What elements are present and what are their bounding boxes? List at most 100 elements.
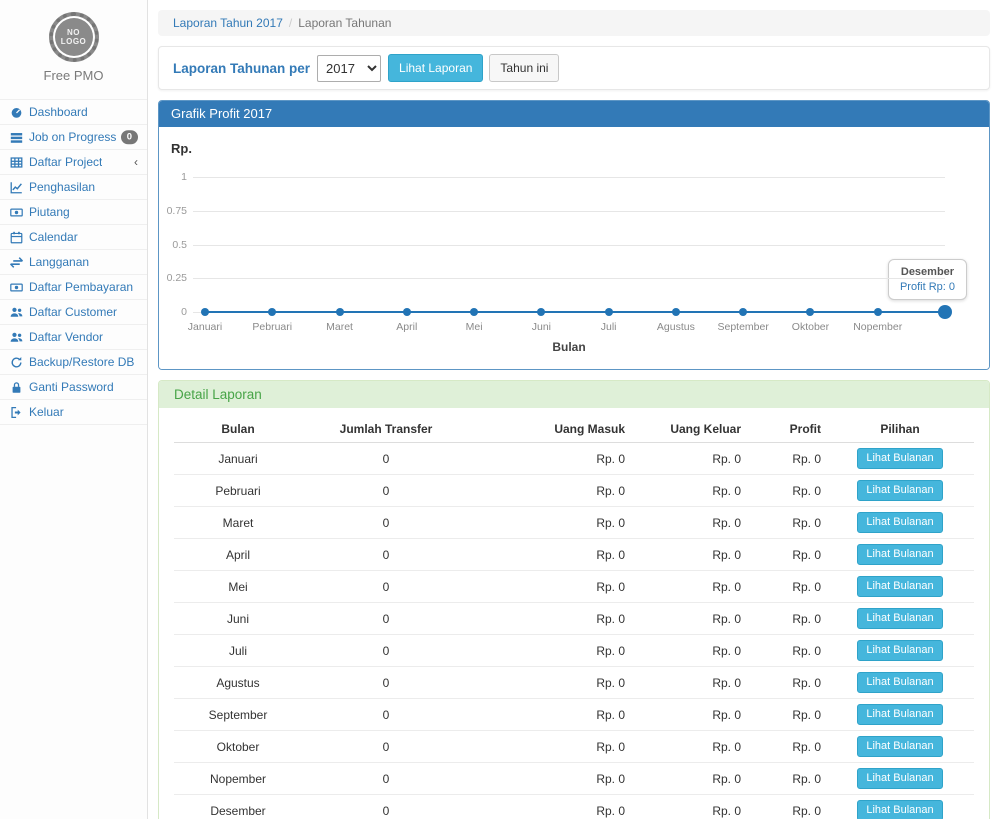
cell-masuk: Rp. 0 xyxy=(470,730,630,763)
filter-label: Laporan Tahunan per xyxy=(173,60,311,76)
brand-name: Free PMO xyxy=(43,68,104,83)
sidebar-item-label: Calendar xyxy=(29,230,78,244)
column-header-pilihan: Pilihan xyxy=(826,416,974,443)
cell-profit: Rp. 0 xyxy=(746,794,826,819)
chart-x-tick-label: Nopember xyxy=(853,321,903,333)
calendar-icon xyxy=(9,231,24,244)
sidebar-item-piutang[interactable]: Piutang xyxy=(0,199,147,224)
chart-x-tick-label: Januari xyxy=(187,321,223,333)
chart-point-agustus[interactable] xyxy=(671,308,680,316)
cell-masuk: Rp. 0 xyxy=(470,634,630,667)
cell-profit: Rp. 0 xyxy=(746,730,826,763)
lihat-bulanan-button-maret[interactable]: Lihat Bulanan xyxy=(857,512,943,533)
cell-profit: Rp. 0 xyxy=(746,538,826,571)
cell-transfer: 0 xyxy=(382,451,390,466)
cell-transfer: 0 xyxy=(302,474,470,507)
cell-profit: Rp. 0 xyxy=(746,666,826,699)
cell-pilihan: Lihat Bulanan xyxy=(826,538,974,571)
sidebar-item-label: Ganti Password xyxy=(29,380,114,394)
table-icon xyxy=(9,156,24,169)
sidebar-item-backup-restore-db[interactable]: Backup/Restore DB xyxy=(0,349,147,374)
logo-area: NO LOGO Free PMO xyxy=(0,0,147,91)
chart-gridline xyxy=(193,244,945,246)
chart-point-oktober[interactable] xyxy=(806,308,815,316)
cell-keluar: Rp. 0 xyxy=(630,634,746,667)
cell-profit: Rp. 0 xyxy=(746,762,826,795)
lihat-bulanan-button-agustus[interactable]: Lihat Bulanan xyxy=(857,672,943,693)
cell-keluar: Rp. 0 xyxy=(630,762,746,795)
cell-bulan: September xyxy=(174,698,302,731)
chart-point-september[interactable] xyxy=(739,308,748,316)
sidebar-item-label: Langganan xyxy=(29,255,90,269)
chart-point-desember[interactable] xyxy=(938,305,952,319)
lihat-bulanan-button-desember[interactable]: Lihat Bulanan xyxy=(857,800,943,819)
lihat-bulanan-button-juli[interactable]: Lihat Bulanan xyxy=(857,640,943,661)
lihat-bulanan-button-september[interactable]: Lihat Bulanan xyxy=(857,704,943,725)
sidebar-item-keluar[interactable]: Keluar xyxy=(0,399,147,424)
year-select[interactable]: 2017 xyxy=(317,54,382,82)
sidebar-item-job-on-progress[interactable]: Job on Progress 0 xyxy=(0,124,147,149)
sidebar-item-penghasilan[interactable]: Penghasilan xyxy=(0,174,147,199)
table-row: Juni 0 Rp. 0 Rp. 0 Rp. 0 Lihat Bulanan xyxy=(174,602,974,635)
chart-point-juli[interactable] xyxy=(604,308,613,316)
detail-panel-title: Detail Laporan xyxy=(159,381,989,408)
cell-keluar: Rp. 0 xyxy=(630,570,746,603)
sidebar-item-daftar-customer[interactable]: Daftar Customer xyxy=(0,299,147,324)
sidebar-item-langganan[interactable]: Langganan xyxy=(0,249,147,274)
lihat-bulanan-button-pebruari[interactable]: Lihat Bulanan xyxy=(857,480,943,501)
chart-x-tick-label: Juli xyxy=(600,321,617,333)
lihat-bulanan-button-mei[interactable]: Lihat Bulanan xyxy=(857,576,943,597)
breadcrumb-current: Laporan Tahunan xyxy=(298,16,392,30)
users-icon xyxy=(9,306,24,319)
chart-point-mei[interactable] xyxy=(470,308,479,316)
sidebar-item-label: Job on Progress xyxy=(29,130,117,144)
lihat-bulanan-button-januari[interactable]: Lihat Bulanan xyxy=(857,448,943,469)
lihat-bulanan-button-juni[interactable]: Lihat Bulanan xyxy=(857,608,943,629)
refresh-icon xyxy=(9,356,24,369)
lihat-bulanan-button-nopember[interactable]: Lihat Bulanan xyxy=(857,768,943,789)
exchange-icon xyxy=(9,256,24,269)
profit-chart-panel: Grafik Profit 2017 Rp. Desember Profit R… xyxy=(158,100,990,370)
cell-profit: Rp. 0 xyxy=(746,698,826,731)
cell-pilihan: Lihat Bulanan xyxy=(826,602,974,635)
column-header-uang-masuk: Uang Masuk xyxy=(470,416,630,443)
view-report-button[interactable]: Lihat Laporan xyxy=(388,54,484,82)
main-content: Laporan Tahun 2017 / Laporan Tahunan Lapor… xyxy=(148,0,1000,819)
cell-transfer: 0 xyxy=(302,506,470,539)
chart-point-april[interactable] xyxy=(402,308,411,316)
lihat-bulanan-button-oktober[interactable]: Lihat Bulanan xyxy=(857,736,943,757)
cell-transfer: 0 xyxy=(302,730,470,763)
table-row: Agustus 0 Rp. 0 Rp. 0 Rp. 0 Lihat Bulanan xyxy=(174,666,974,699)
tooltip-month: Desember xyxy=(900,266,955,278)
chart-panel-title: Grafik Profit 2017 xyxy=(159,101,989,127)
profit-chart-plot: Rp. Desember Profit Rp: 0 1 0.75 0.5 0.25 0 J… xyxy=(159,127,989,369)
chart-point-juni[interactable] xyxy=(537,308,546,316)
sidebar-item-dashboard[interactable]: Dashboard xyxy=(0,99,147,124)
chevron-left-icon: ‹ xyxy=(134,155,138,169)
cell-bulan: Desember xyxy=(174,794,302,819)
chart-y-tick-label: 0.5 xyxy=(172,238,187,251)
sidebar-item-daftar-vendor[interactable]: Daftar Vendor xyxy=(0,324,147,349)
sidebar-item-calendar[interactable]: Calendar xyxy=(0,224,147,249)
cell-profit: Rp. 0 xyxy=(792,451,821,466)
chart-point-januari[interactable] xyxy=(201,308,209,316)
chart-point-pebruari[interactable] xyxy=(268,308,277,316)
column-header-uang-keluar: Uang Keluar xyxy=(630,416,746,443)
cell-keluar: Rp. 0 xyxy=(630,474,746,507)
chart-point-nopember[interactable] xyxy=(873,308,882,316)
table-row: April 0 Rp. 0 Rp. 0 Rp. 0 Lihat Bulanan xyxy=(174,538,974,571)
this-year-button[interactable]: Tahun ini xyxy=(489,54,560,82)
chart-point-maret[interactable] xyxy=(335,308,344,316)
chart-line-series xyxy=(205,311,945,313)
cell-pilihan: Lihat Bulanan xyxy=(826,634,974,667)
sidebar-item-daftar-project[interactable]: Daftar Project ‹ xyxy=(0,149,147,174)
report-table: Bulan Jumlah Transfer Uang Masuk Uang Kelua… xyxy=(174,416,974,819)
cell-bulan: Januari xyxy=(218,451,258,466)
sidebar-item-ganti-password[interactable]: Ganti Password xyxy=(0,374,147,399)
column-header-jumlah-transfer: Jumlah Transfer xyxy=(302,416,470,443)
sidebar-item-daftar-pembayaran[interactable]: Daftar Pembayaran xyxy=(0,274,147,299)
breadcrumb-link[interactable]: Laporan Tahun 2017 xyxy=(173,16,283,30)
lihat-bulanan-button-april[interactable]: Lihat Bulanan xyxy=(857,544,943,565)
cell-transfer: 0 xyxy=(302,634,470,667)
cell-keluar: Rp. 0 xyxy=(630,730,746,763)
